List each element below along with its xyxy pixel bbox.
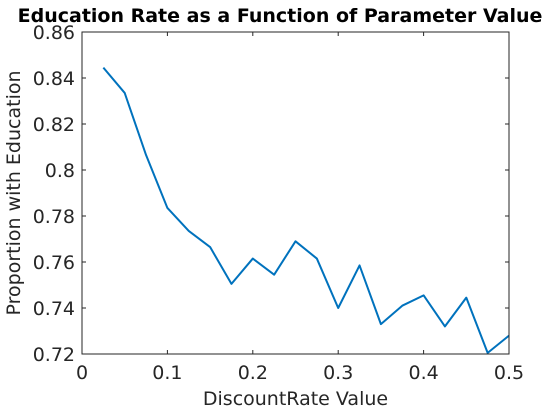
y-tick-label: 0.76 xyxy=(33,252,75,274)
data-point xyxy=(166,207,168,209)
y-tick-labels: 0.72 0.74 0.76 0.78 0.8 0.82 0.84 0.86 xyxy=(33,22,75,366)
y-axis-label: Proportion with Education xyxy=(3,70,25,315)
data-point xyxy=(380,323,382,325)
data-point xyxy=(295,240,297,242)
series-layer xyxy=(102,67,510,354)
y-tick-label: 0.78 xyxy=(33,206,75,228)
data-point xyxy=(273,274,275,276)
y-tick-label: 0.86 xyxy=(33,22,75,44)
x-tick-label: 0.2 xyxy=(238,362,268,384)
data-point xyxy=(337,307,339,309)
data-point xyxy=(124,92,126,94)
data-point xyxy=(465,297,467,299)
data-point xyxy=(188,230,190,232)
x-tick-labels: 0 0.1 0.2 0.3 0.4 0.5 xyxy=(76,362,524,384)
axes-frame xyxy=(81,31,510,355)
data-point xyxy=(401,305,403,307)
x-axis-label: DiscountRate Value xyxy=(203,388,388,410)
y-tick-label: 0.74 xyxy=(33,298,75,320)
data-point xyxy=(209,246,211,248)
data-point xyxy=(145,154,147,156)
data-point xyxy=(252,258,254,260)
data-point xyxy=(230,283,232,285)
x-tick-label: 0.1 xyxy=(152,362,182,384)
y-tick-label: 0.82 xyxy=(33,114,75,136)
x-tick-label: 0.4 xyxy=(408,362,438,384)
y-tick-label: 0.84 xyxy=(33,68,75,90)
series-line xyxy=(102,67,510,354)
chart-title: Education Rate as a Function of Paramete… xyxy=(18,5,543,27)
data-point xyxy=(359,264,361,266)
data-point xyxy=(316,258,318,260)
data-point xyxy=(102,67,104,69)
data-point xyxy=(423,294,425,296)
y-tick-label: 0.72 xyxy=(33,344,75,366)
x-tick-label: 0.5 xyxy=(494,362,524,384)
plot-area xyxy=(82,32,509,354)
data-point xyxy=(444,325,446,327)
x-tick-label: 0 xyxy=(76,362,88,384)
y-tick-label: 0.8 xyxy=(45,160,75,182)
x-tick-label: 0.3 xyxy=(323,362,353,384)
